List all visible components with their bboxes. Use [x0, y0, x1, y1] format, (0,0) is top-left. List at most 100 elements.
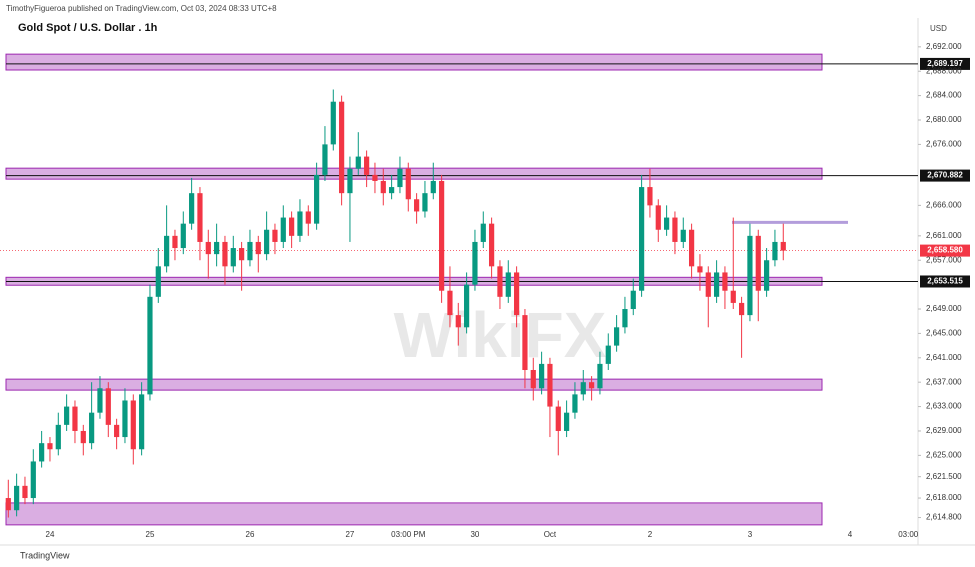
candle-body [372, 174, 378, 181]
candle-body [714, 272, 720, 297]
candle-body [597, 363, 603, 389]
candle-body [439, 180, 445, 291]
x-tick-label: 3 [748, 530, 753, 539]
y-tick-label: 2,649.000 [926, 304, 962, 313]
support-resistance-zone [5, 53, 823, 71]
candle-body [672, 217, 678, 242]
candle-body [747, 235, 753, 316]
candle-body [130, 400, 136, 450]
x-tick-label: 26 [246, 530, 255, 539]
candle-body [197, 193, 203, 242]
candle-body [614, 327, 620, 346]
candle-body [680, 229, 686, 242]
candle-body [589, 382, 595, 389]
y-tick-label: 2,614.800 [926, 513, 962, 522]
y-tick-label: 2,625.000 [926, 450, 962, 459]
candle-body [480, 223, 486, 242]
candle-body [639, 187, 645, 291]
candle-body [147, 296, 153, 395]
y-tick-label: 2,692.000 [926, 42, 962, 51]
candle-body [389, 187, 395, 194]
candle-body [514, 272, 520, 316]
candle-body [272, 229, 278, 242]
candle-body [364, 156, 370, 175]
candle-body [530, 369, 536, 389]
support-resistance-zone [5, 167, 823, 180]
candle-body [764, 260, 770, 291]
y-tick-label: 2,645.000 [926, 329, 962, 338]
candle-body [64, 406, 70, 425]
support-resistance-zone [5, 502, 823, 526]
candle-body [305, 211, 311, 224]
candle-body [205, 241, 211, 255]
candle-body [80, 430, 86, 444]
candle-body [739, 302, 745, 316]
candle-body [605, 345, 611, 364]
x-tick-label: 27 [345, 530, 354, 539]
candle-body [264, 229, 270, 255]
price-label-box [920, 275, 970, 288]
candle-body [405, 168, 411, 200]
y-tick-label: 2,629.000 [926, 426, 962, 435]
y-tick-label: 2,688.000 [926, 66, 962, 75]
price-label: 2,689.197 [927, 59, 963, 68]
candle-body [55, 424, 61, 450]
candle-body [505, 272, 511, 297]
candle-body [355, 156, 361, 169]
candle-body [630, 290, 636, 310]
price-label-box [920, 57, 970, 70]
candle-body [572, 394, 578, 413]
candle-body [397, 168, 403, 188]
last-price-box [920, 244, 970, 257]
candle-body [447, 290, 453, 316]
candle-body [155, 266, 161, 297]
x-tick-label: 24 [46, 530, 55, 539]
candle-body [472, 241, 478, 285]
candle-body [422, 193, 428, 212]
candle-body [755, 235, 761, 291]
candle-body [89, 412, 95, 444]
footer-brand: TradingView [20, 550, 70, 560]
candle-body [547, 363, 553, 407]
y-tick-label: 2,633.000 [926, 402, 962, 411]
candle-body [297, 211, 303, 236]
candle-body [689, 229, 695, 267]
y-tick-label: 2,637.000 [926, 377, 962, 386]
candle-body [655, 205, 661, 230]
candle-body [289, 217, 295, 236]
price-label: 2,670.882 [927, 171, 963, 180]
y-tick-label: 2,676.000 [926, 139, 962, 148]
candle-body [139, 394, 145, 450]
candle-body [772, 241, 778, 261]
y-tick-label: 2,657.000 [926, 255, 962, 264]
candle-body [5, 498, 11, 511]
candle-body [47, 443, 53, 450]
candle-body [464, 284, 470, 328]
candle-body [455, 315, 461, 328]
candle-body [280, 217, 286, 242]
x-tick-label: 2 [648, 530, 653, 539]
candle-body [430, 180, 436, 194]
candle-body [30, 461, 36, 499]
candle-body [414, 199, 420, 212]
last-price-label: 2,658.580 [927, 246, 963, 255]
candle-body [697, 266, 703, 273]
candle-body [322, 144, 328, 175]
candle-body [222, 241, 228, 267]
x-tick-label: 03:00 [898, 530, 919, 539]
candle-body [780, 241, 786, 251]
x-tick-label: 4 [848, 530, 853, 539]
watermark: WikiFX [394, 299, 607, 371]
candle-body [255, 241, 261, 255]
candle-body [564, 412, 570, 431]
candle-body [314, 174, 320, 224]
x-tick-label: 25 [146, 530, 155, 539]
candle-body [189, 193, 195, 224]
candle-body [539, 363, 545, 389]
candle-body [347, 168, 353, 194]
y-tick-label: 2,618.000 [926, 493, 962, 502]
candle-body [172, 235, 178, 249]
price-label: 2,653.515 [927, 277, 963, 286]
x-tick-label: 30 [470, 530, 479, 539]
